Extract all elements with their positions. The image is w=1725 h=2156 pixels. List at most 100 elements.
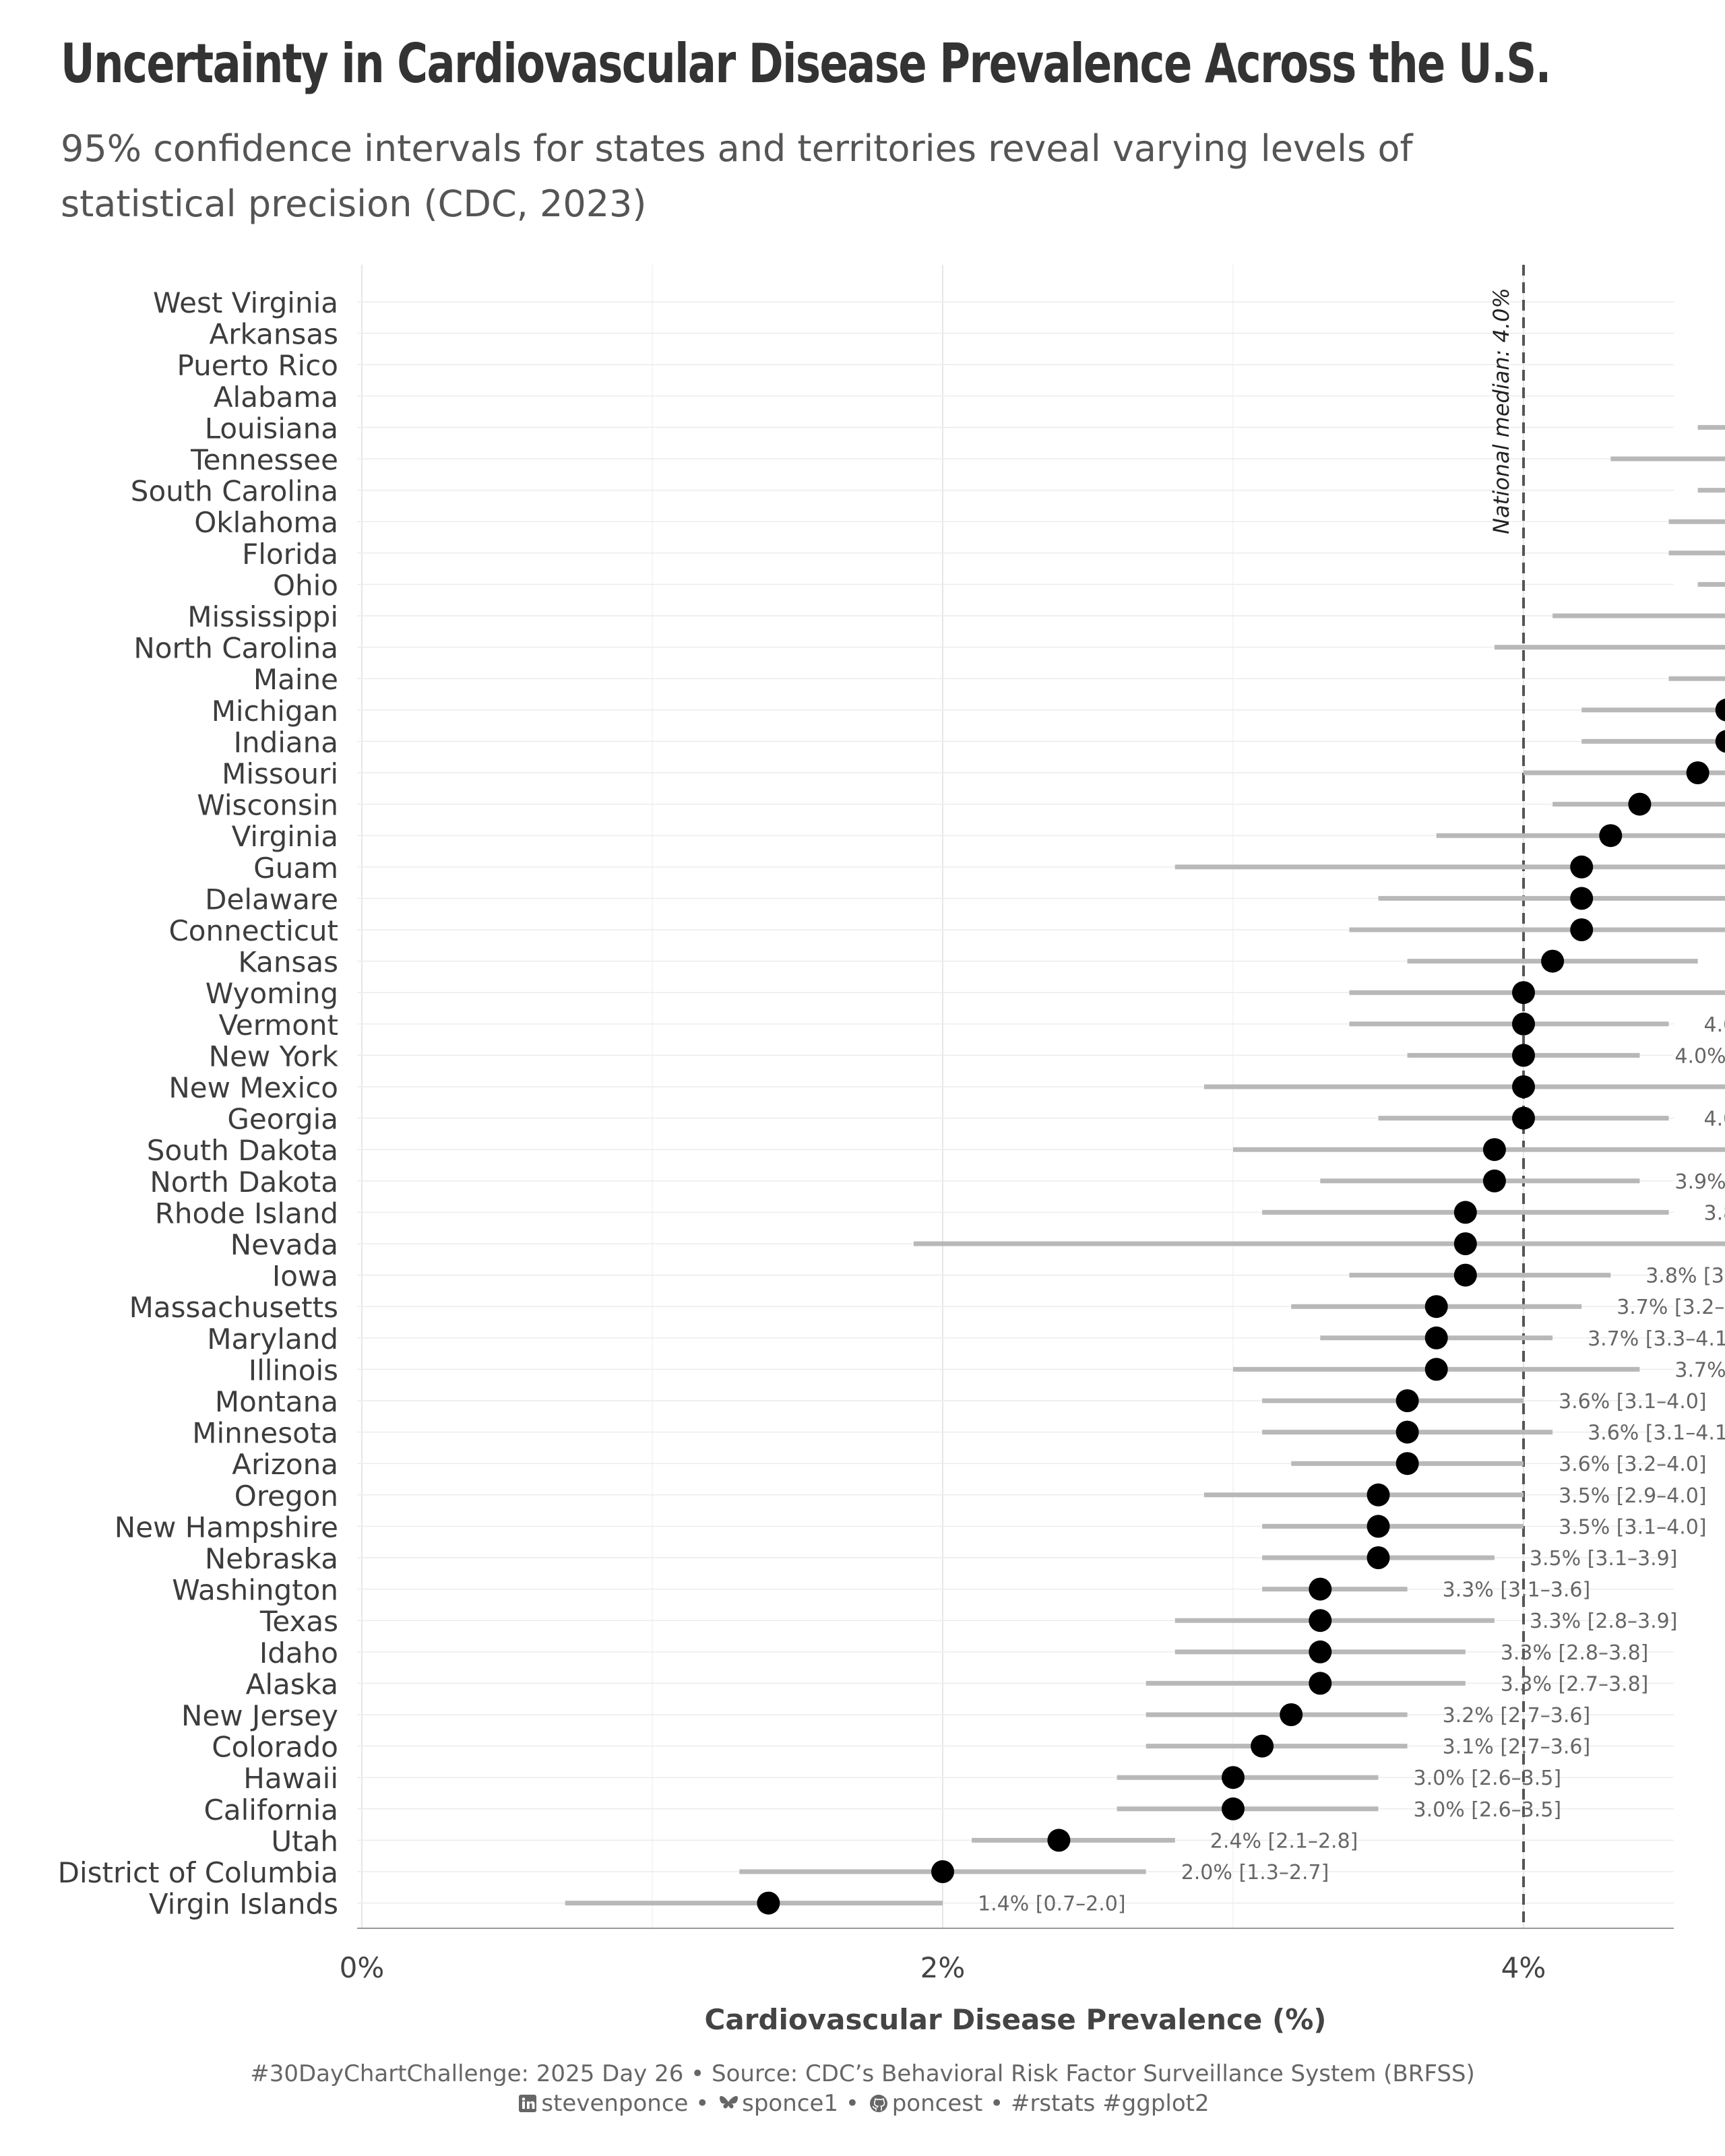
estimate-point — [1367, 1546, 1390, 1569]
data-row: 2.0% [1.3–2.7] District of Columbia — [58, 1856, 1329, 1889]
data-rows: 6.7% [5.9–7.5]West Virginia6.1% [5.4–6.8… — [58, 286, 1725, 1921]
y-tick-label: New Mexico — [168, 1071, 338, 1104]
chart-subtitle: 95% confidence intervals for states and … — [61, 127, 1413, 225]
data-row: 3.0% [2.6–3.5] Hawaii — [243, 1762, 1561, 1795]
data-row: 4.6% [4.0–5.2]Missouri — [222, 757, 1725, 790]
caption-linkedin[interactable]: stevenponce — [541, 2090, 689, 2117]
y-tick-label: Michigan — [212, 695, 338, 728]
estimate-point — [1570, 855, 1594, 879]
y-tick-label: Arkansas — [210, 318, 338, 351]
data-row: 3.3% [2.8–3.8] Idaho — [259, 1637, 1649, 1670]
estimate-point — [1395, 1389, 1419, 1412]
y-tick-label: Vermont — [218, 1009, 338, 1042]
estimate-point — [1686, 761, 1710, 784]
estimate-point — [1309, 1672, 1332, 1695]
caption-source: #30DayChartChallenge: 2025 Day 26 • Sour… — [0, 2060, 1725, 2087]
estimate-point — [1512, 1044, 1535, 1067]
estimate-point — [1222, 1766, 1245, 1789]
data-row: 3.7% [3.3–4.1] Maryland — [207, 1323, 1725, 1356]
data-row: 4.1% [3.6–4.6]Kansas — [238, 946, 1698, 979]
y-tick-label: South Dakota — [147, 1134, 338, 1167]
data-row: 4.0% [3.4–4.5] Vermont — [218, 1009, 1725, 1042]
caption-bluesky[interactable]: sponce1 — [742, 2090, 839, 2117]
y-tick-label: Oregon — [234, 1480, 338, 1513]
y-tick-label: Texas — [259, 1605, 338, 1638]
y-tick-label: Puerto Rico — [177, 349, 338, 382]
y-tick-label: Connecticut — [168, 914, 338, 947]
y-tick-label: Montana — [215, 1385, 338, 1418]
value-label: 1.4% [0.7–2.0] — [978, 1893, 1126, 1916]
estimate-point — [1453, 1232, 1477, 1255]
data-row: 6.7% [5.9–7.5]West Virginia — [153, 286, 338, 319]
y-tick-label: Illinois — [249, 1354, 338, 1387]
value-label: 3.7% [3.2–4.2] — [1617, 1296, 1725, 1319]
x-tick-label: 0% — [340, 1951, 385, 1984]
y-tick-label: Nebraska — [205, 1542, 338, 1575]
y-tick-label: Washington — [172, 1574, 338, 1607]
y-tick-label: Alaska — [246, 1668, 338, 1701]
y-tick-label: Guam — [253, 852, 338, 885]
value-label: 3.0% [2.6–3.5] — [1414, 1798, 1562, 1822]
data-row: 3.7% [3.0–4.4] Illinois — [249, 1354, 1725, 1387]
value-label: 3.1% [2.7–3.6] — [1443, 1736, 1591, 1759]
y-tick-label: Alabama — [214, 381, 338, 414]
caption-sep-2: • — [838, 2090, 867, 2117]
y-tick-label: Colorado — [212, 1731, 338, 1764]
data-row: 3.1% [2.7–3.6] Colorado — [212, 1731, 1590, 1764]
data-row: 4.2% [2.8–5.5]Guam — [253, 852, 1725, 885]
y-tick-label: Georgia — [227, 1103, 338, 1136]
caption-credits: stevenponce • sponce1 • poncest • #rstat… — [0, 2090, 1725, 2117]
y-tick-label: Tennessee — [190, 443, 338, 476]
data-row: 4.4% [4.1–4.8]Wisconsin — [197, 789, 1725, 822]
estimate-point — [1309, 1640, 1332, 1663]
linkedin-icon — [519, 2095, 537, 2112]
data-row: 3.8% [3.1–4.5] Rhode Island — [155, 1197, 1725, 1230]
data-row: 3.5% [2.9–4.0] Oregon — [234, 1480, 1707, 1513]
data-row: 3.9% [3.0–4.8]South Dakota — [147, 1134, 1725, 1167]
data-row: 3.8% [3.4–4.3] Iowa — [272, 1260, 1725, 1293]
estimate-point — [1512, 1012, 1535, 1036]
estimate-point — [1482, 1169, 1506, 1193]
estimate-point — [1453, 1263, 1477, 1287]
data-row: 5.9% [5.1–6.8]Alabama — [214, 381, 338, 414]
data-row: 4.0% [3.6–4.4] New York — [209, 1040, 1725, 1073]
data-row: 4.0% [3.5–4.5] Georgia — [227, 1103, 1725, 1136]
x-axis-title: Cardiovascular Disease Prevalence (%) — [705, 2003, 1327, 2036]
estimate-point — [1628, 792, 1652, 816]
data-row: 3.6% [3.1–4.1] Minnesota — [192, 1417, 1725, 1450]
data-row: 5.0% [4.1–5.9]Mississippi — [187, 600, 1725, 633]
value-label: 3.5% [2.9–4.0] — [1559, 1484, 1707, 1508]
value-label: 3.3% [2.8–3.8] — [1501, 1641, 1649, 1665]
value-label: 3.3% [2.8–3.9] — [1530, 1610, 1678, 1633]
data-row: 3.6% [3.2–4.0] Arizona — [232, 1448, 1706, 1481]
y-tick-label: Massachusetts — [129, 1291, 338, 1324]
value-label: 4.0% [3.4–4.5] — [1704, 1013, 1725, 1037]
y-tick-label: Nevada — [230, 1228, 338, 1261]
data-row: 3.7% [3.2–4.2] Massachusetts — [129, 1291, 1725, 1324]
value-label: 3.5% [3.1–4.0] — [1559, 1515, 1707, 1539]
y-tick-label: Ohio — [273, 569, 338, 602]
y-tick-label: Louisiana — [205, 412, 338, 445]
x-tick-labels: 0%2%4%6%8% — [340, 1951, 1546, 1984]
caption-github[interactable]: poncest — [891, 2090, 983, 2117]
estimate-point — [1309, 1577, 1332, 1601]
y-tick-label: Hawaii — [243, 1762, 338, 1795]
estimate-point — [1367, 1483, 1390, 1507]
caption-sep-1: • — [688, 2090, 717, 2117]
estimate-point — [931, 1860, 954, 1883]
y-tick-label: New Jersey — [181, 1699, 338, 1732]
value-label: 3.3% [2.7–3.8] — [1501, 1672, 1649, 1696]
y-tick-label: New York — [209, 1040, 339, 1073]
data-row: 4.7% [4.2–5.2]Indiana — [234, 726, 1725, 759]
data-row: 4.9% [3.9–5.8]North Carolina — [133, 632, 1725, 665]
data-row: 3.5% [3.1–4.0] New Hampshire — [115, 1511, 1707, 1544]
caption-source-text: #30DayChartChallenge: 2025 Day 26 • Sour… — [250, 2060, 1475, 2087]
data-row: 3.9% [3.3–4.4] North Dakota — [150, 1166, 1725, 1199]
y-tick-label: Oklahoma — [194, 506, 338, 539]
y-tick-label: Missouri — [222, 757, 338, 790]
chart-title: Uncertainty in Cardiovascular Disease Pr… — [61, 32, 1551, 95]
estimate-point — [1047, 1829, 1071, 1852]
value-label: 3.5% [3.1–3.9] — [1530, 1547, 1678, 1571]
estimate-point — [1482, 1138, 1506, 1162]
data-row: 5.5% [4.6–6.3]Louisiana — [205, 412, 1725, 445]
